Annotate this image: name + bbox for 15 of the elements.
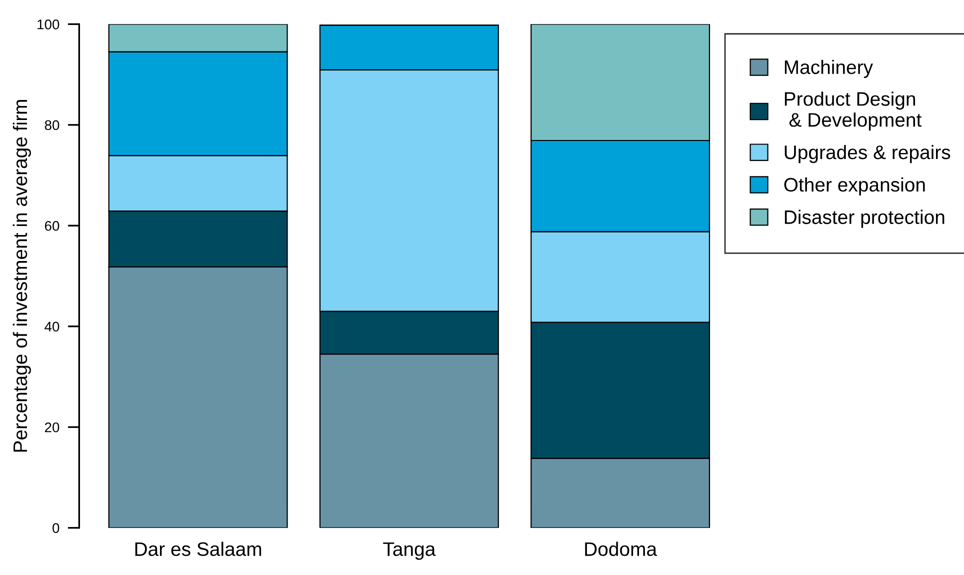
y-tick-label: 60 (44, 220, 60, 231)
y-axis-title: Percentage of investment in average firm (12, 100, 31, 452)
y-tick-label: 80 (44, 120, 60, 130)
legend-label: Upgrades & repairs (784, 144, 950, 164)
legend-label: Disaster protection (784, 210, 944, 228)
y-tick-label: 100 (38, 19, 60, 30)
legend-label: Other expansion (784, 177, 925, 196)
x-tick-label: Tanga (383, 542, 436, 560)
legend-label: Product Design & Development (784, 92, 922, 131)
legend-label: Machinery (784, 60, 873, 78)
x-tick-label: Dodoma (585, 542, 658, 556)
y-tick-label: 40 (44, 322, 60, 332)
x-tick-label: Dar es Salaam (135, 542, 262, 556)
y-tick-label: 0 (52, 523, 60, 534)
y-tick-label: 20 (44, 422, 60, 432)
